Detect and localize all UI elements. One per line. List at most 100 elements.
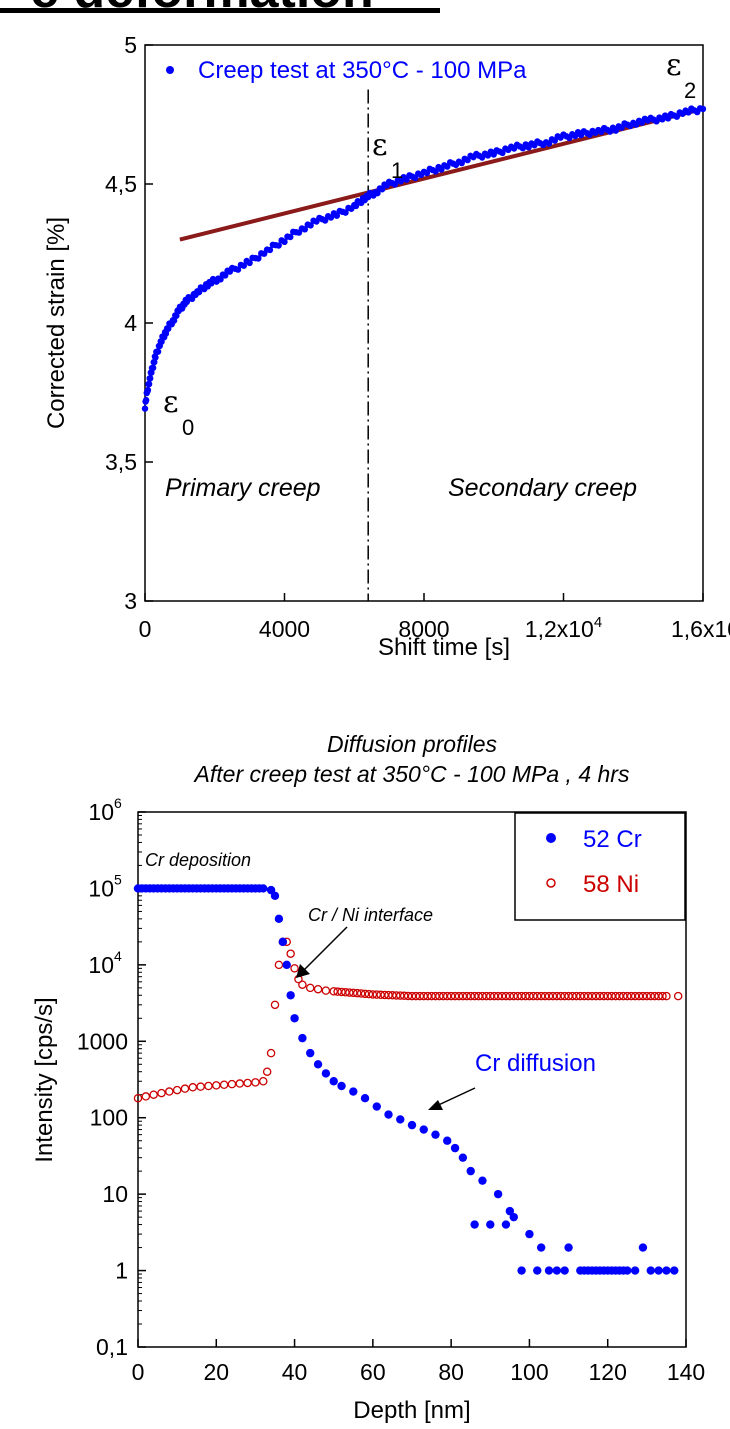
data-point (560, 1266, 569, 1275)
y-tick-label: 1000 (77, 1028, 128, 1054)
data-point (173, 312, 180, 319)
data-point (337, 987, 346, 997)
data-point (307, 222, 314, 229)
data-point (219, 1080, 229, 1089)
data-point (227, 1079, 237, 1089)
epsilon-0-subscript: 0 (182, 415, 194, 440)
data-point (313, 1060, 323, 1069)
x-tick-label: 1,2x104 (525, 614, 602, 642)
y-tick-exponent: 4 (114, 948, 122, 964)
data-point (275, 242, 282, 249)
data-point (341, 988, 350, 997)
secondary-creep-label: Secondary creep (448, 474, 637, 502)
epsilon-2-symbol: ε (666, 48, 682, 83)
data-point (407, 1120, 417, 1130)
data-point (266, 1048, 276, 1058)
data-point (396, 1115, 405, 1124)
legend-label-cr: 52 Cr (583, 826, 642, 853)
epsilon-1-symbol: ε (372, 128, 388, 163)
data-point (246, 259, 253, 267)
data-point (321, 1069, 331, 1078)
data-point (646, 1266, 655, 1275)
data-point (259, 1076, 268, 1086)
x-tick-label: 8000 (398, 616, 449, 642)
y-axis-title: Corrected strain [%] (43, 217, 70, 429)
x-tick-label: 0 (139, 616, 152, 642)
data-point (212, 1081, 221, 1090)
x-tick-label: 0 (132, 1359, 145, 1385)
interface-label: Cr / Ni interface (308, 905, 433, 925)
x-axis-title: Shift time [s] (378, 634, 510, 661)
epsilon-1-subscript: 1 (391, 158, 403, 183)
data-point (360, 989, 370, 999)
data-point (630, 1266, 640, 1275)
plot-frame (137, 811, 687, 1348)
data-point (281, 238, 288, 246)
data-point (544, 1266, 554, 1275)
data-point (458, 1153, 468, 1162)
data-point (217, 276, 224, 283)
data-point (251, 1078, 260, 1087)
data-point (662, 1266, 671, 1275)
legend-marker-creep (166, 66, 174, 74)
data-point (298, 1033, 307, 1043)
data-point (274, 914, 284, 924)
data-point (141, 1092, 151, 1101)
legend-box (514, 812, 686, 921)
data-point (180, 1084, 190, 1093)
data-point (364, 989, 374, 999)
data-point (505, 1206, 515, 1216)
y-tick-label: 5 (124, 32, 137, 58)
data-point (188, 1083, 198, 1092)
data-point (699, 105, 707, 113)
legend-marker-cr (546, 833, 556, 843)
data-point (274, 960, 284, 970)
data-point (337, 1081, 346, 1091)
data-point (278, 937, 288, 947)
y-tick-label: 3 (124, 588, 137, 614)
cr-deposition-label: Cr deposition (145, 850, 251, 870)
data-point (142, 396, 150, 404)
data-point (298, 980, 307, 989)
x-tick-label: 1,6x10 (671, 616, 730, 642)
chart-title: Diffusion profiles (327, 731, 498, 757)
data-point (170, 317, 178, 324)
data-point (157, 1088, 166, 1098)
data-point (222, 272, 229, 279)
y-tick-exponent: 6 (114, 795, 122, 811)
data-point (333, 212, 341, 219)
interface-arrowhead (296, 964, 310, 978)
data-point (196, 1082, 205, 1091)
data-point (255, 255, 262, 262)
x-tick-label: 40 (282, 1359, 308, 1385)
data-point (270, 891, 280, 901)
data-point (345, 988, 354, 997)
data-point (301, 226, 309, 233)
x-tick-label: 120 (589, 1359, 627, 1385)
data-point (329, 1077, 338, 1086)
data-point (517, 1266, 526, 1275)
data-point (287, 233, 294, 241)
data-point (262, 1067, 272, 1076)
data-point (204, 1081, 213, 1091)
data-point (470, 1220, 479, 1229)
data-point (374, 189, 381, 197)
data-point (419, 1125, 428, 1134)
data-point (145, 380, 153, 388)
y-tick-label: 4 (124, 310, 137, 336)
data-point (486, 1220, 495, 1229)
data-point (321, 986, 331, 995)
data-point (533, 1266, 542, 1275)
legend-marker-ni (546, 878, 556, 888)
data-point (378, 186, 386, 193)
data-point (144, 386, 152, 394)
data-point (552, 1266, 562, 1275)
interface-arrow (297, 926, 348, 977)
creep-strain-chart: 3 3,5 4 4,5 5 0 4000 8000 1,2x104 1,6x10 Correct… (43, 32, 730, 661)
cr-diffusion-label: Cr diffusion (475, 1050, 596, 1077)
x-tick-label: 20 (203, 1359, 229, 1385)
x-tick-label: 80 (438, 1359, 464, 1385)
data-point (360, 1094, 370, 1103)
data-point (305, 983, 315, 993)
cr-diffusion-arrowhead (428, 1100, 443, 1110)
